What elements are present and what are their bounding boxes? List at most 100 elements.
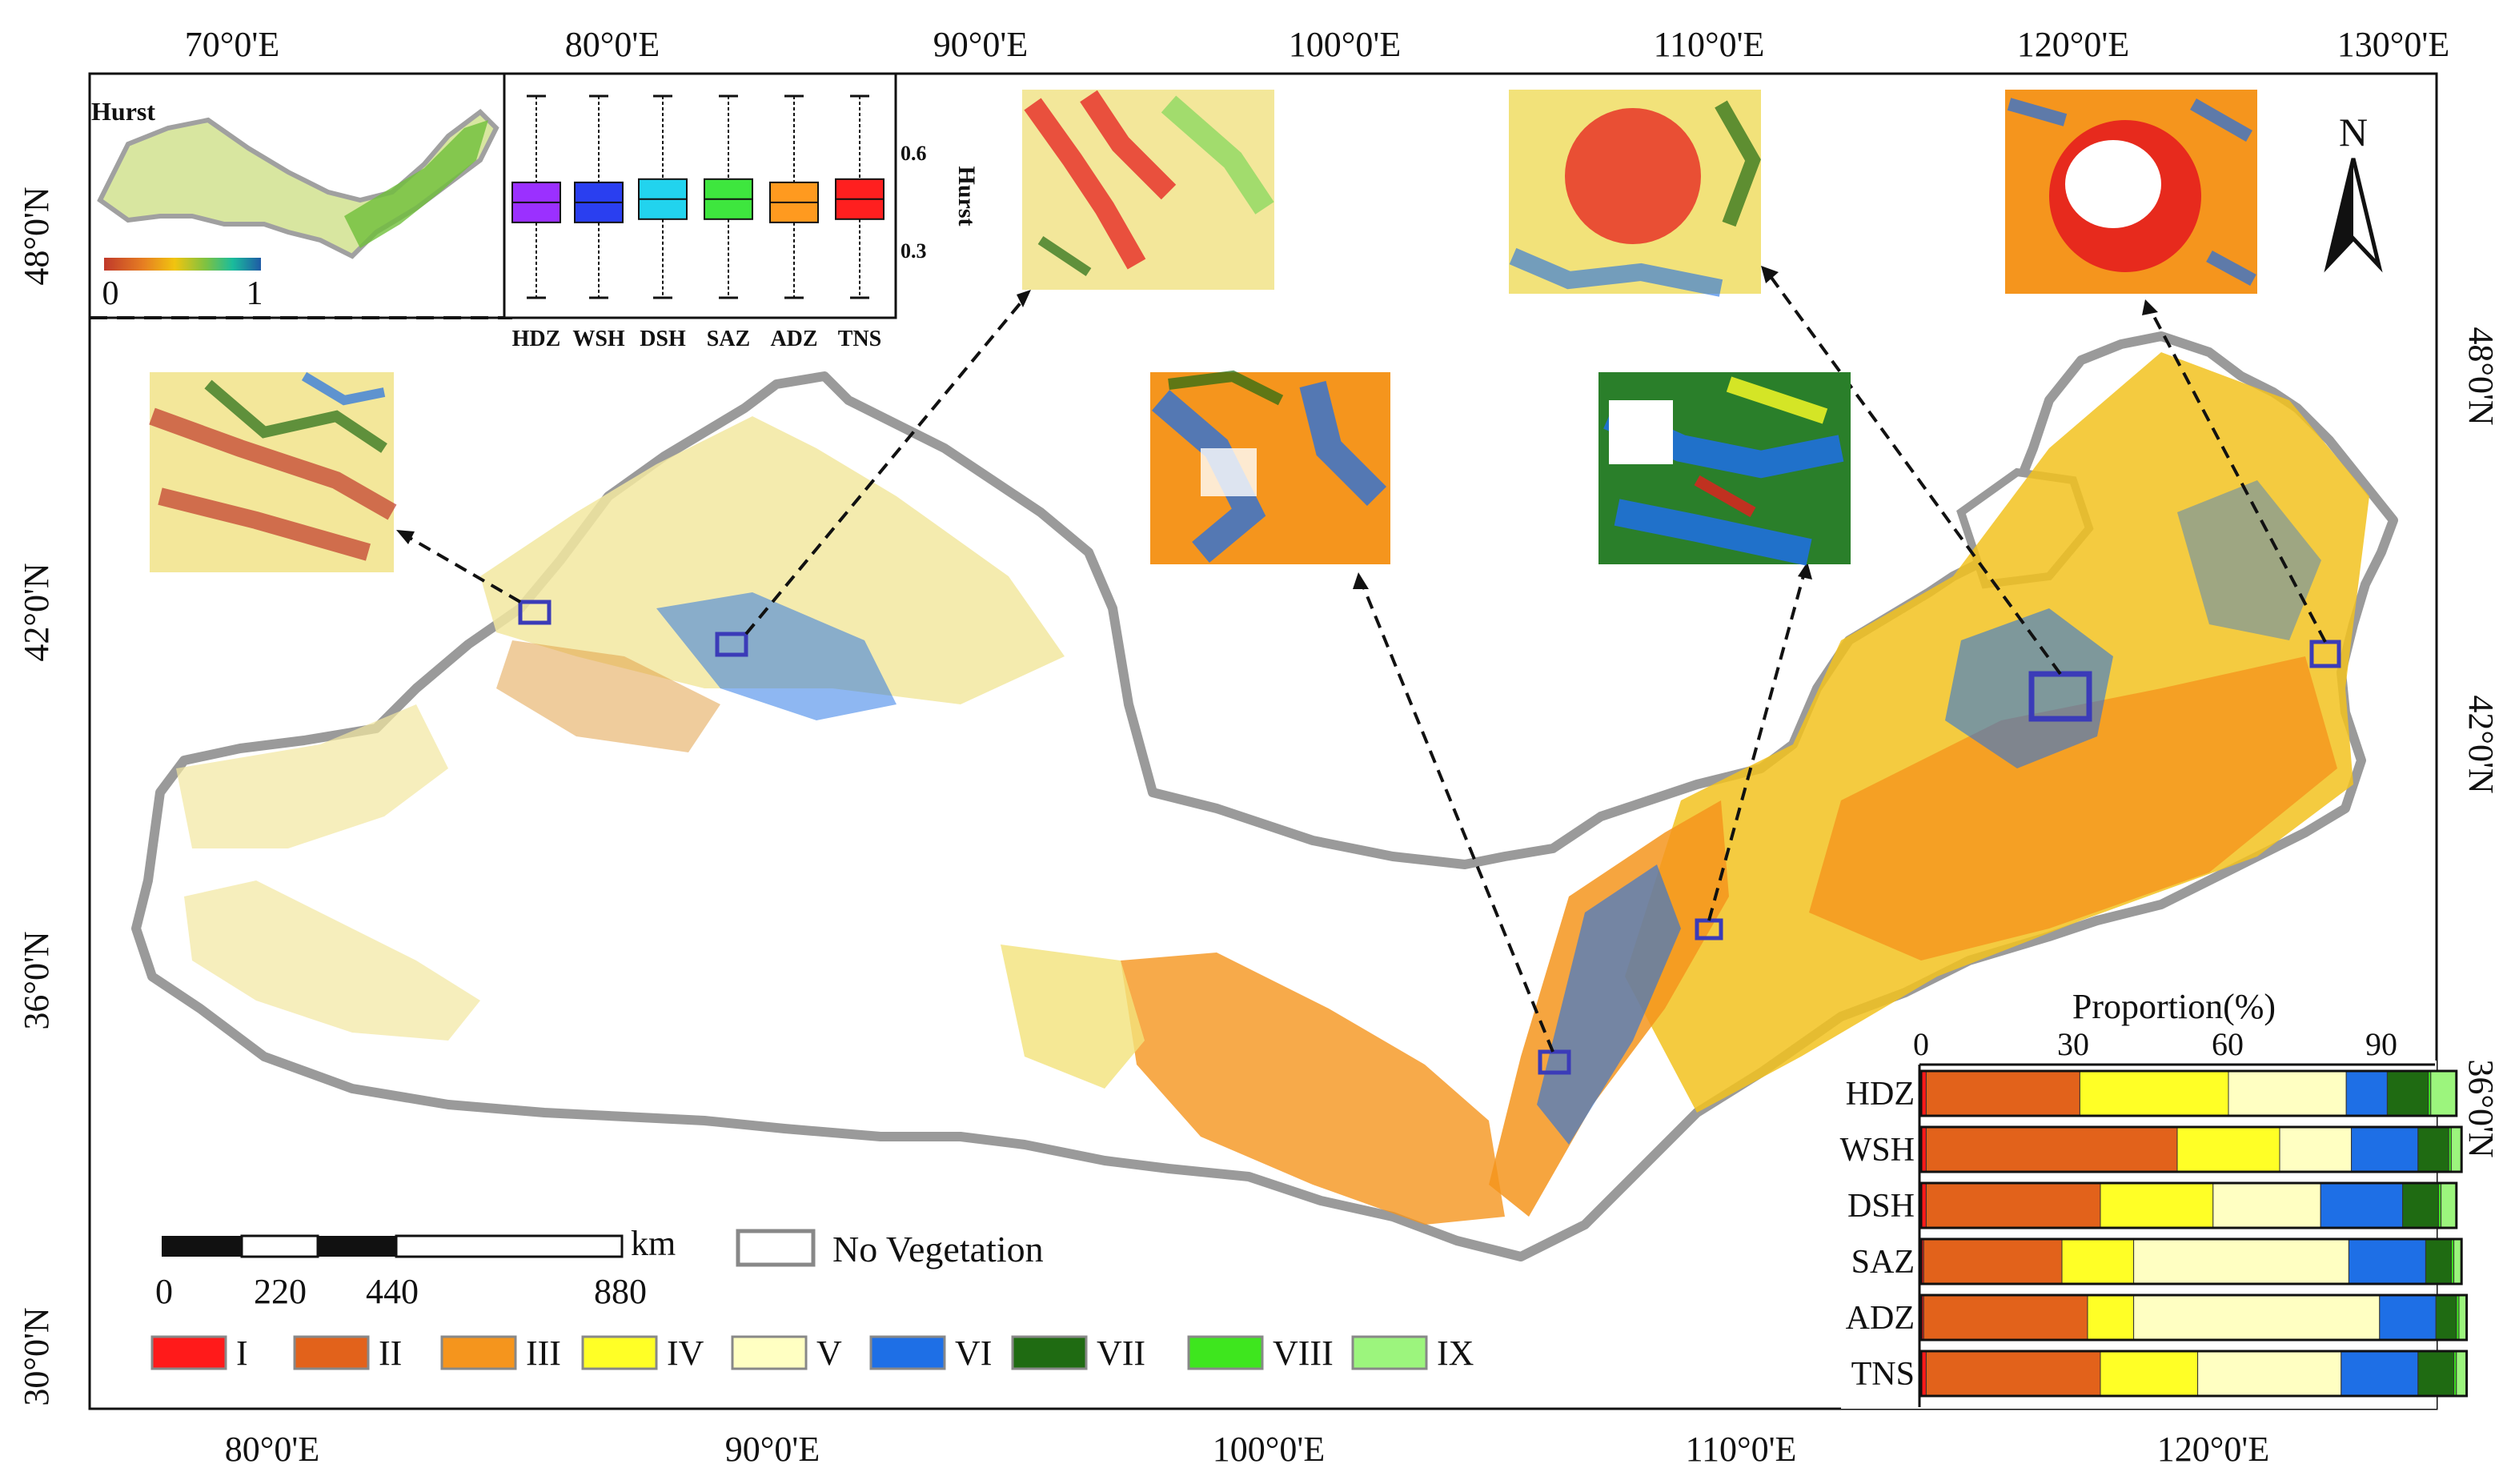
bar-segment-DSH-IV bbox=[2100, 1182, 2214, 1229]
bar-segment-TNS-VII bbox=[2417, 1350, 2455, 1397]
legend-swatch-IX bbox=[1351, 1335, 1428, 1370]
bar-segment-WSH-IX bbox=[2450, 1126, 2462, 1173]
bar-segment-WSH-VI bbox=[2351, 1126, 2419, 1173]
bar-segment-SAZ-VI bbox=[2348, 1238, 2426, 1285]
arrowhead bbox=[1353, 572, 1369, 589]
class-legend: I II III IV V VI VII VIII IX bbox=[150, 1334, 1474, 1373]
left-lat-label: 48°0'N bbox=[17, 187, 56, 285]
zoom-inset-1 bbox=[149, 371, 397, 572]
veg-patch-west bbox=[176, 704, 448, 848]
top-lon-label: 130°0'E bbox=[2337, 25, 2449, 64]
arrowhead bbox=[1798, 562, 1812, 580]
zoom-inset-6 bbox=[2005, 90, 2257, 294]
boxplot-label: TNS bbox=[838, 327, 881, 351]
arrowhead bbox=[2142, 299, 2158, 315]
legend-label-VII: VII bbox=[1097, 1334, 1145, 1373]
proportion-chart: Proportion(%) 0 30 60 90 HDZ WSH DSH SAZ… bbox=[1840, 987, 2469, 1409]
left-lat-label: 30°0'N bbox=[17, 1307, 56, 1406]
bar-segment-HDZ-VII bbox=[2386, 1070, 2429, 1117]
leader-arrow-4 bbox=[1707, 569, 1807, 921]
bar-segment-HDZ-IV bbox=[2079, 1070, 2229, 1117]
bar-segment-DSH-II bbox=[1925, 1182, 2101, 1229]
left-lat-label: 36°0'N bbox=[17, 931, 56, 1029]
legend-swatch-I bbox=[150, 1335, 227, 1370]
zoom-insets bbox=[149, 90, 2257, 572]
bar-outline-HDZ bbox=[1919, 1069, 2458, 1117]
bar-segment-SAZ-IV bbox=[2061, 1238, 2135, 1285]
scale-label: 0 bbox=[155, 1272, 173, 1311]
top-lon-label: 70°0'E bbox=[185, 25, 279, 64]
bar-outline-ADZ bbox=[1919, 1293, 2469, 1342]
region-marker-2 bbox=[715, 632, 748, 657]
bar-segment-HDZ-II bbox=[1925, 1070, 2080, 1117]
leader-arrow-3 bbox=[1359, 580, 1554, 1053]
bar-segment-HDZ-VI bbox=[2345, 1070, 2388, 1117]
bar-segment-TNS-V bbox=[2197, 1350, 2342, 1397]
legend-swatch-VII bbox=[1011, 1335, 1088, 1370]
north-arrow: N bbox=[2324, 110, 2383, 273]
legend-label-II: II bbox=[379, 1334, 402, 1373]
proportion-x-tick: 30 bbox=[2057, 1026, 2089, 1062]
boxplot-label: ADZ bbox=[770, 327, 817, 351]
legend-label-VIII: VIII bbox=[1273, 1334, 1334, 1373]
bar-segment-SAZ-VII bbox=[2425, 1238, 2452, 1285]
veg-patch-east-orange bbox=[1809, 656, 2337, 961]
bar-segment-DSH-VI bbox=[2320, 1182, 2404, 1229]
bar-segment-WSH-V bbox=[2279, 1126, 2353, 1173]
top-longitude-labels: 70°0'E 80°0'E 90°0'E 100°0'E 110°0'E 120… bbox=[185, 25, 2449, 64]
hurst-inset: Hurst 0 1 0.6 0.3 Hurst HDZ WSH DSH SAZ bbox=[88, 72, 980, 351]
proportion-chart-title: Proportion(%) bbox=[2072, 987, 2276, 1026]
bar-segment-SAZ-II bbox=[1923, 1238, 2063, 1285]
proportion-x-tick: 60 bbox=[2212, 1026, 2244, 1062]
bottom-lon-label: 80°0'E bbox=[225, 1430, 319, 1469]
boxplot-category-labels: HDZ WSH DSH SAZ ADZ TNS bbox=[512, 327, 882, 351]
right-latitude-labels: 48°0'N 42°0'N 36°0'N bbox=[2461, 327, 2501, 1157]
proportion-category: TNS bbox=[1851, 1356, 1915, 1393]
veg-patch-corridor-blue bbox=[1537, 864, 1681, 1145]
bar-outline-TNS bbox=[1919, 1350, 2469, 1398]
legend-swatch-II bbox=[293, 1335, 370, 1370]
scale-bar: km 0 220 440 880 bbox=[155, 1224, 676, 1311]
bar-segment-TNS-IX bbox=[2456, 1350, 2468, 1397]
veg-patch-north bbox=[480, 416, 1065, 704]
scale-unit: km bbox=[631, 1224, 676, 1263]
top-lon-label: 80°0'E bbox=[565, 25, 660, 64]
bar-segment-SAZ-V bbox=[2133, 1238, 2349, 1285]
legend-swatch-V bbox=[731, 1335, 808, 1370]
boxplot-label: HDZ bbox=[512, 327, 561, 351]
proportion-x-ticks: 0 30 60 90 bbox=[1913, 1026, 2397, 1062]
north-label: N bbox=[2339, 110, 2368, 154]
bar-segment-ADZ-VII bbox=[2435, 1294, 2457, 1341]
scale-label: 440 bbox=[366, 1272, 419, 1311]
arrowhead bbox=[396, 530, 415, 544]
right-lat-label: 42°0'N bbox=[2461, 695, 2501, 793]
arrowhead bbox=[1017, 290, 1031, 307]
scale-label: 880 bbox=[594, 1272, 647, 1311]
bar-segment-WSH-IV bbox=[2176, 1126, 2280, 1173]
hurst-boxplot-frame bbox=[503, 72, 897, 319]
bar-segment-ADZ-II bbox=[1923, 1294, 2088, 1341]
boxplot-label: SAZ bbox=[707, 327, 750, 351]
bar-segment-TNS-VI bbox=[2341, 1350, 2419, 1397]
region-marker-3 bbox=[1538, 1049, 1571, 1075]
bar-segment-HDZ-V bbox=[2228, 1070, 2347, 1117]
veg-patch-south bbox=[1121, 953, 1505, 1225]
veg-patch-north-orange bbox=[496, 640, 720, 752]
proportion-category: SAZ bbox=[1851, 1244, 1915, 1281]
boxplot-label: WSH bbox=[572, 327, 625, 351]
bar-segment-TNS-IV bbox=[2100, 1350, 2199, 1397]
bottom-lon-label: 90°0'E bbox=[725, 1430, 820, 1469]
proportion-category-labels: HDZ WSH DSH SAZ ADZ TNS bbox=[1840, 1076, 1915, 1393]
bottom-longitude-labels: 80°0'E 90°0'E 100°0'E 110°0'E 120°0'E bbox=[225, 1430, 2269, 1469]
bar-segment-TNS-II bbox=[1925, 1350, 2101, 1397]
no-vegetation-swatch bbox=[736, 1229, 816, 1267]
legend-label-IV: IV bbox=[667, 1334, 704, 1373]
veg-patch-southwest bbox=[184, 880, 480, 1041]
top-lon-label: 110°0'E bbox=[1654, 25, 1765, 64]
bar-segment-DSH-V bbox=[2212, 1182, 2321, 1229]
hurst-inset-title: Hurst bbox=[91, 97, 155, 126]
bottom-lon-label: 100°0'E bbox=[1213, 1430, 1325, 1469]
scale-label: 220 bbox=[254, 1272, 307, 1311]
bar-segment-WSH-VII bbox=[2417, 1126, 2449, 1173]
